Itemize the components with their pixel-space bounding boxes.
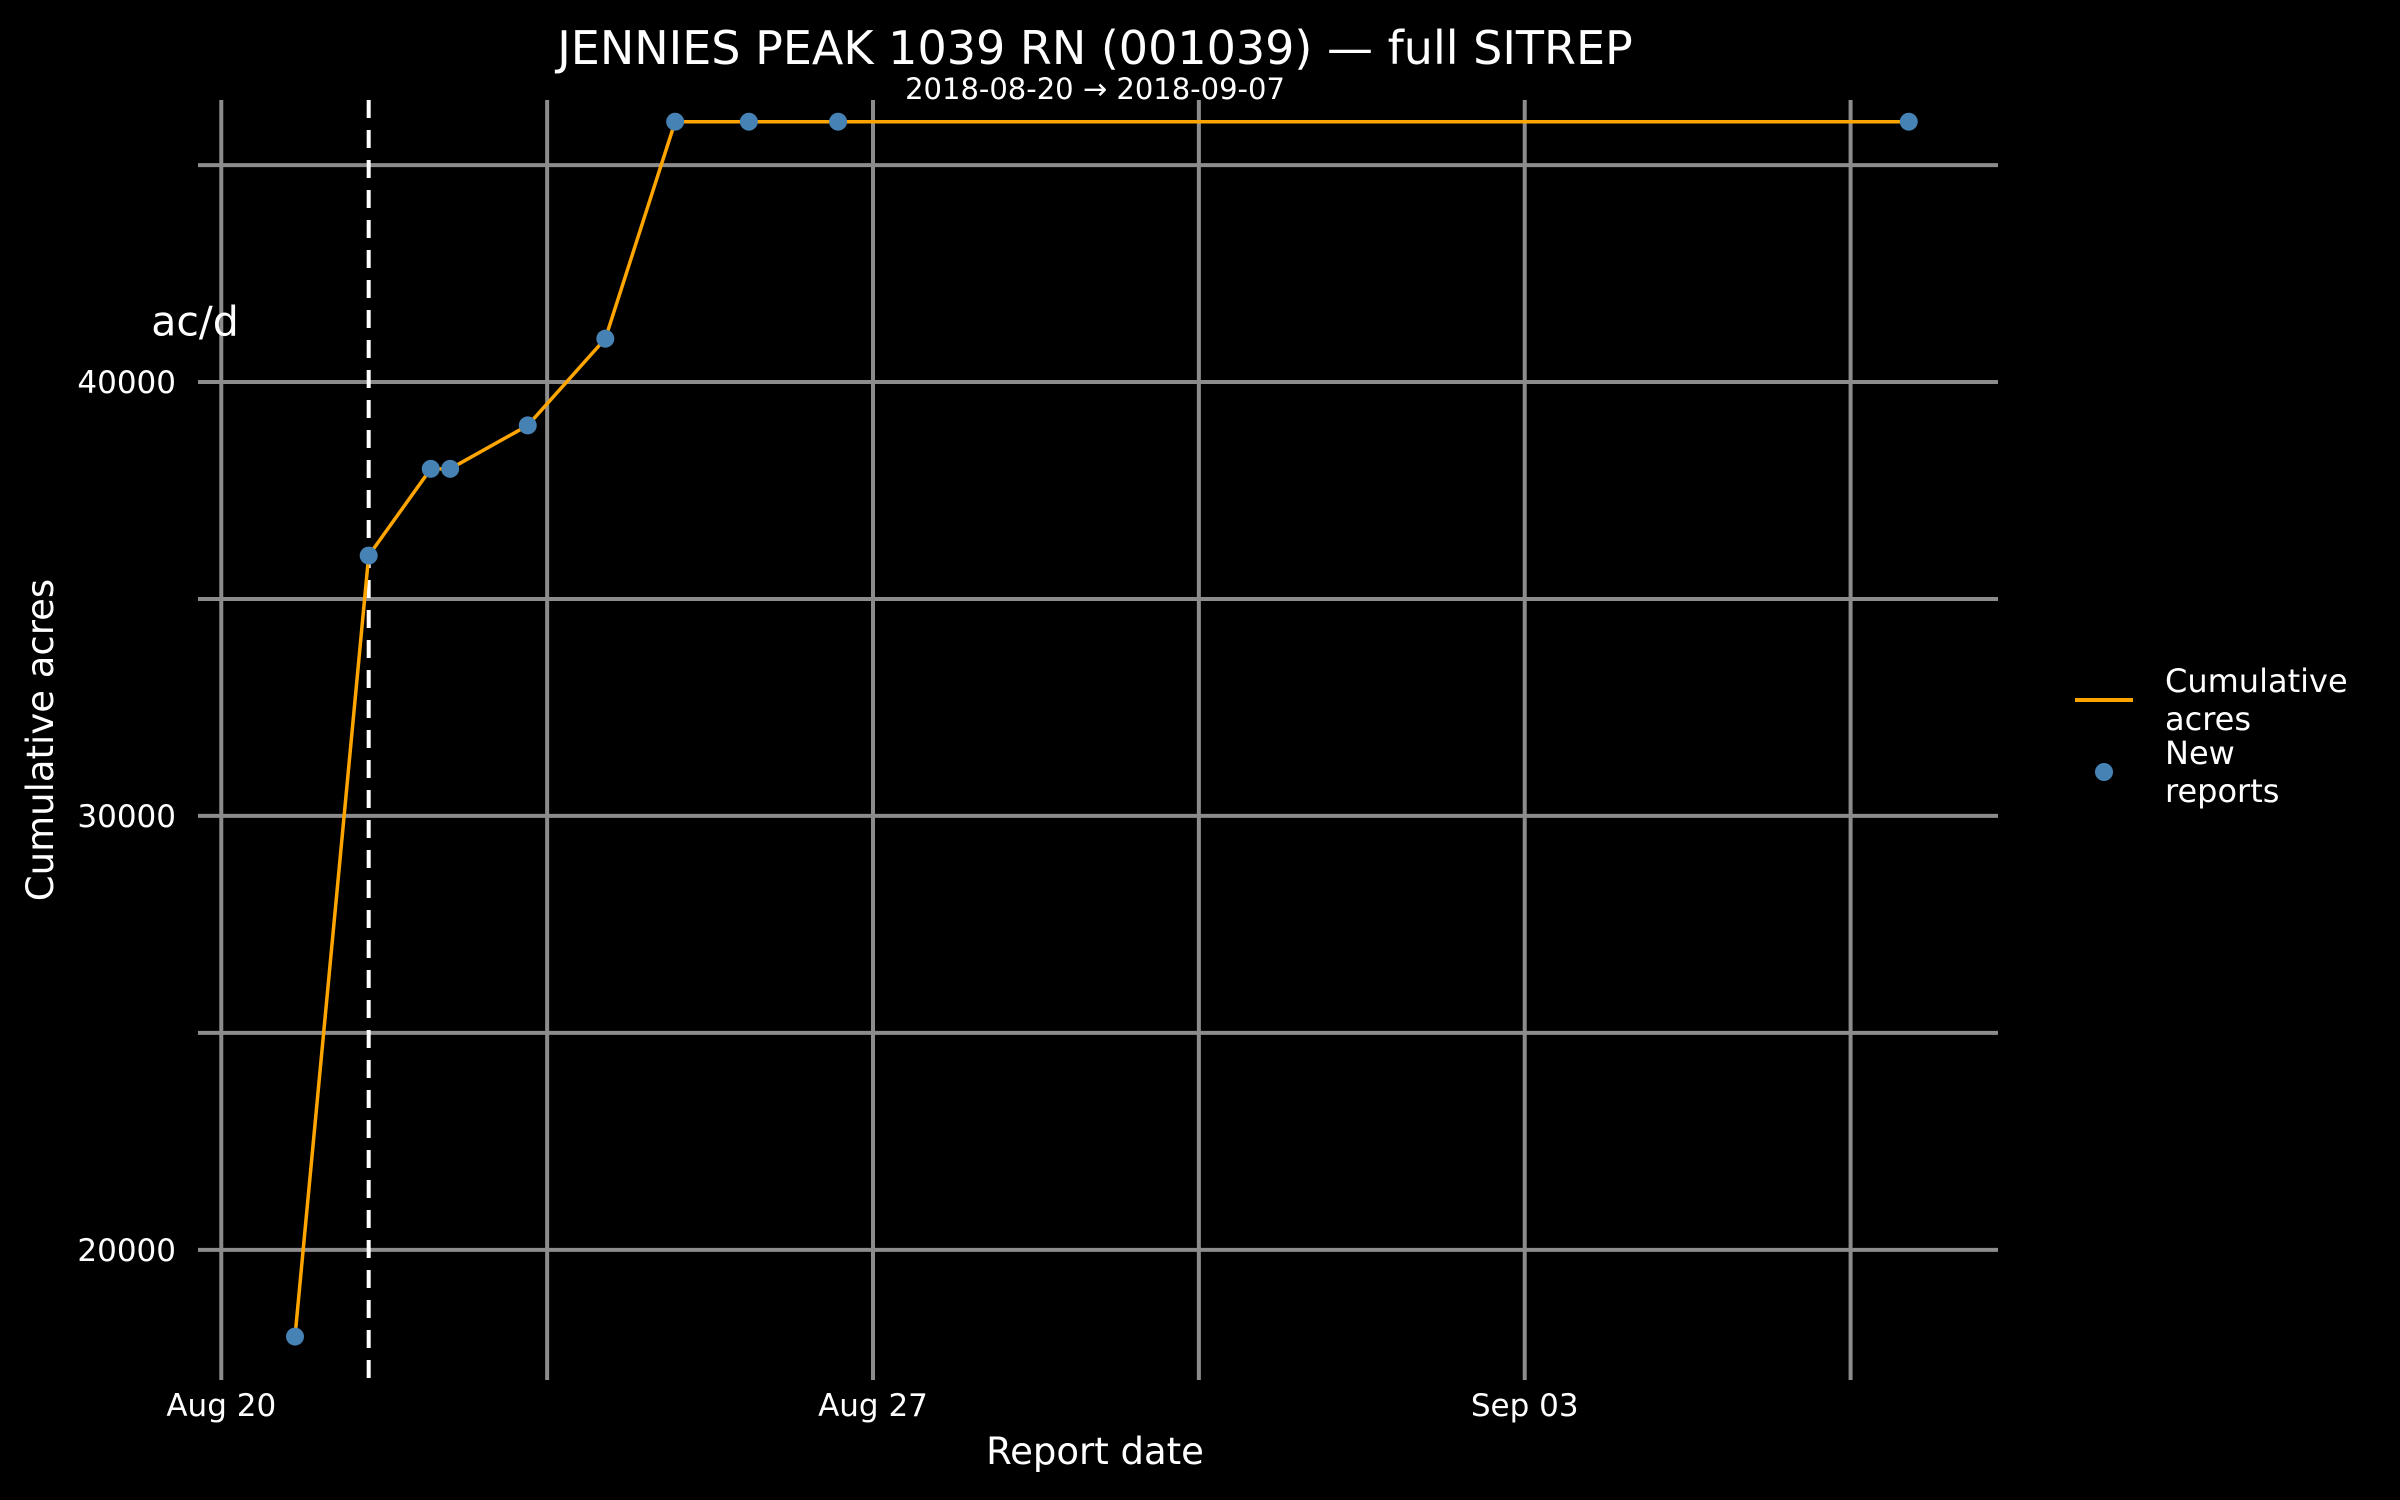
report-point	[285, 1327, 304, 1346]
x-tick-label: Sep 03	[1471, 1388, 1579, 1424]
y-axis-ticks: 20000 30000 40000	[77, 365, 176, 1269]
cumulative-acres-line	[293, 119, 1909, 1337]
report-point	[596, 329, 615, 348]
x-tick-label: Aug 27	[818, 1388, 928, 1424]
plot-area	[285, 100, 1918, 1380]
y-tick-label: 40000	[77, 365, 176, 401]
legend-point-swatch	[2095, 763, 2113, 781]
annotation-label: ac/d	[151, 297, 239, 345]
report-point	[1899, 112, 1918, 131]
report-point	[518, 416, 537, 435]
chart-subtitle: 2018-08-20 → 2018-09-07	[905, 72, 1285, 106]
x-axis-title: Report date	[986, 1430, 1204, 1473]
y-axis-title: Cumulative acres	[19, 579, 62, 901]
report-point	[666, 112, 685, 131]
legend-label-new-reports: New reports	[2165, 734, 2279, 810]
report-point	[359, 546, 378, 565]
chart-title: JENNIES PEAK 1039 RN (001039) — full SIT…	[554, 21, 1633, 75]
cumulative-line-layer	[293, 119, 1909, 1337]
y-tick-label: 30000	[77, 799, 176, 835]
report-point	[739, 112, 758, 131]
report-point	[421, 459, 440, 478]
y-tick-label: 20000	[77, 1233, 176, 1269]
x-tick-label: Aug 20	[166, 1388, 276, 1424]
x-axis-ticks: Aug 20 Aug 27 Sep 03	[166, 1388, 1578, 1424]
report-point	[829, 112, 848, 131]
legend: Cumulative acres New reports	[2075, 662, 2348, 810]
report-point	[441, 459, 460, 478]
legend-label-cumulative-acres: Cumulative acres	[2165, 662, 2348, 738]
report-points-layer	[285, 112, 1918, 1346]
grid-lines	[198, 100, 1998, 1380]
